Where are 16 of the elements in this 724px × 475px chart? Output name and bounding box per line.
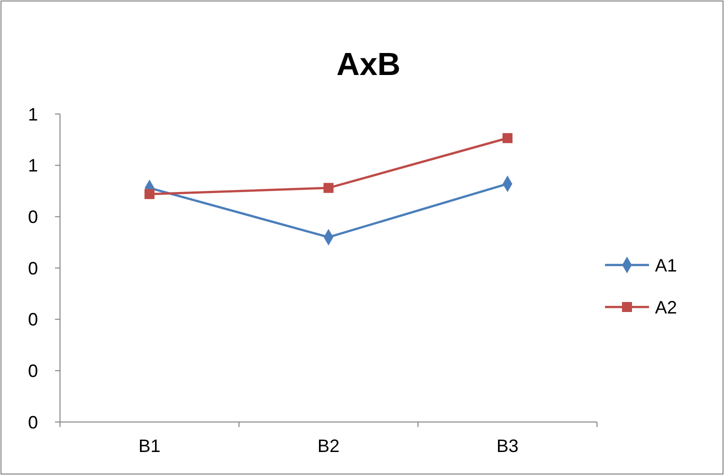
point xyxy=(324,182,334,193)
point xyxy=(502,133,512,144)
x-tick-label: B2 xyxy=(317,436,340,456)
legend-label: A2 xyxy=(655,297,678,318)
y-tick-label: 1 xyxy=(28,156,38,176)
y-tick-label: 0 xyxy=(28,310,38,330)
y-tick-label: 0 xyxy=(28,206,38,227)
x-tick-label: B1 xyxy=(138,436,161,456)
legend-label: A1 xyxy=(655,255,678,276)
chart-title: AxB xyxy=(336,46,401,82)
y-tick-label: 0 xyxy=(28,258,38,278)
y-tick-label: 0 xyxy=(28,360,38,381)
point xyxy=(144,189,154,200)
y-tick-label: 0 xyxy=(28,412,38,432)
x-tick-label: B3 xyxy=(496,436,519,456)
y-tick-label: 1 xyxy=(28,104,38,124)
